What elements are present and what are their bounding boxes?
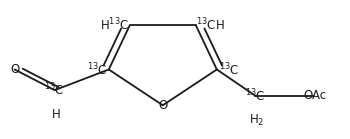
Text: O: O	[10, 63, 19, 76]
Text: $^{13}$C: $^{13}$C	[245, 87, 265, 104]
Text: $^{13}$C: $^{13}$C	[219, 61, 239, 78]
Text: OAc: OAc	[303, 89, 326, 102]
Text: $^{13}$CH: $^{13}$CH	[196, 17, 225, 34]
Text: H$_2$: H$_2$	[249, 113, 265, 128]
Text: $^{13}$C: $^{13}$C	[86, 61, 107, 78]
Text: H$^{13}$C: H$^{13}$C	[100, 17, 130, 34]
Text: H: H	[52, 108, 61, 121]
Text: $^{13}$C: $^{13}$C	[44, 82, 65, 98]
Text: O: O	[158, 99, 167, 112]
